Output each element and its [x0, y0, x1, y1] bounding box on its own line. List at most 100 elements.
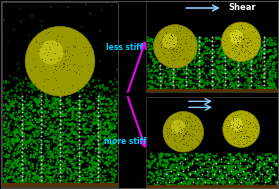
Point [247, 165, 252, 168]
Point [5, 177, 10, 180]
Point [265, 180, 270, 183]
Point [42, 67, 47, 70]
Point [246, 112, 251, 115]
Point [64, 157, 68, 160]
Point [73, 178, 78, 181]
Point [37, 109, 41, 112]
Point [196, 139, 200, 142]
Point [48, 130, 52, 133]
Point [156, 178, 160, 181]
Point [107, 123, 112, 126]
Point [158, 181, 163, 184]
Point [227, 161, 231, 164]
Point [184, 84, 188, 87]
Point [204, 49, 209, 52]
Point [57, 139, 61, 143]
Point [107, 104, 111, 107]
Point [218, 175, 223, 178]
Point [106, 120, 110, 123]
Point [271, 89, 275, 92]
Point [100, 118, 105, 121]
Point [23, 103, 28, 106]
Point [146, 88, 150, 91]
Point [179, 38, 183, 41]
Point [32, 110, 36, 113]
Point [106, 148, 110, 151]
Point [46, 110, 50, 113]
Point [219, 64, 223, 67]
Point [160, 89, 164, 92]
Point [58, 164, 63, 167]
Point [103, 121, 107, 124]
Point [171, 45, 175, 48]
Point [274, 52, 278, 55]
Point [97, 100, 102, 103]
Point [154, 36, 159, 40]
Point [100, 156, 105, 159]
Point [105, 149, 110, 152]
Point [194, 182, 199, 185]
Point [208, 82, 213, 85]
Point [14, 131, 18, 134]
Point [33, 178, 38, 181]
Point [32, 141, 36, 144]
Point [229, 180, 233, 183]
Point [223, 71, 227, 74]
Point [238, 56, 243, 59]
Point [211, 87, 216, 90]
Point [221, 174, 225, 177]
Point [270, 84, 275, 88]
Point [179, 88, 183, 91]
Point [158, 39, 163, 42]
Point [12, 151, 17, 154]
Point [196, 61, 201, 64]
Point [200, 168, 204, 171]
Point [226, 55, 230, 58]
Point [216, 51, 221, 54]
Point [223, 51, 227, 54]
Point [44, 41, 49, 44]
Point [246, 59, 251, 62]
Point [94, 138, 98, 141]
Point [37, 101, 42, 104]
Point [268, 37, 272, 40]
Point [233, 169, 238, 172]
Point [271, 81, 276, 84]
Point [100, 148, 104, 151]
Point [30, 58, 35, 61]
Point [160, 77, 164, 80]
Point [219, 174, 223, 177]
Point [16, 62, 20, 65]
Point [89, 180, 93, 183]
Point [217, 77, 221, 81]
Point [184, 31, 188, 34]
Point [64, 108, 68, 112]
Point [197, 40, 201, 43]
Point [49, 57, 54, 60]
Point [77, 98, 81, 101]
Point [203, 181, 207, 184]
Point [68, 162, 73, 165]
Point [239, 43, 244, 46]
Point [16, 125, 21, 128]
Point [189, 63, 194, 66]
Point [47, 140, 51, 143]
Point [235, 131, 240, 134]
Point [4, 130, 9, 133]
Point [163, 63, 167, 66]
Point [171, 83, 175, 86]
Point [230, 83, 235, 86]
Point [163, 51, 167, 54]
Point [146, 43, 151, 46]
Point [50, 82, 55, 85]
Point [233, 44, 237, 47]
Point [3, 167, 8, 170]
Point [247, 39, 251, 42]
Point [20, 139, 24, 142]
Point [27, 128, 31, 131]
Point [259, 89, 263, 92]
Point [258, 161, 263, 164]
Point [106, 163, 110, 166]
Point [155, 183, 159, 186]
Point [235, 122, 240, 125]
